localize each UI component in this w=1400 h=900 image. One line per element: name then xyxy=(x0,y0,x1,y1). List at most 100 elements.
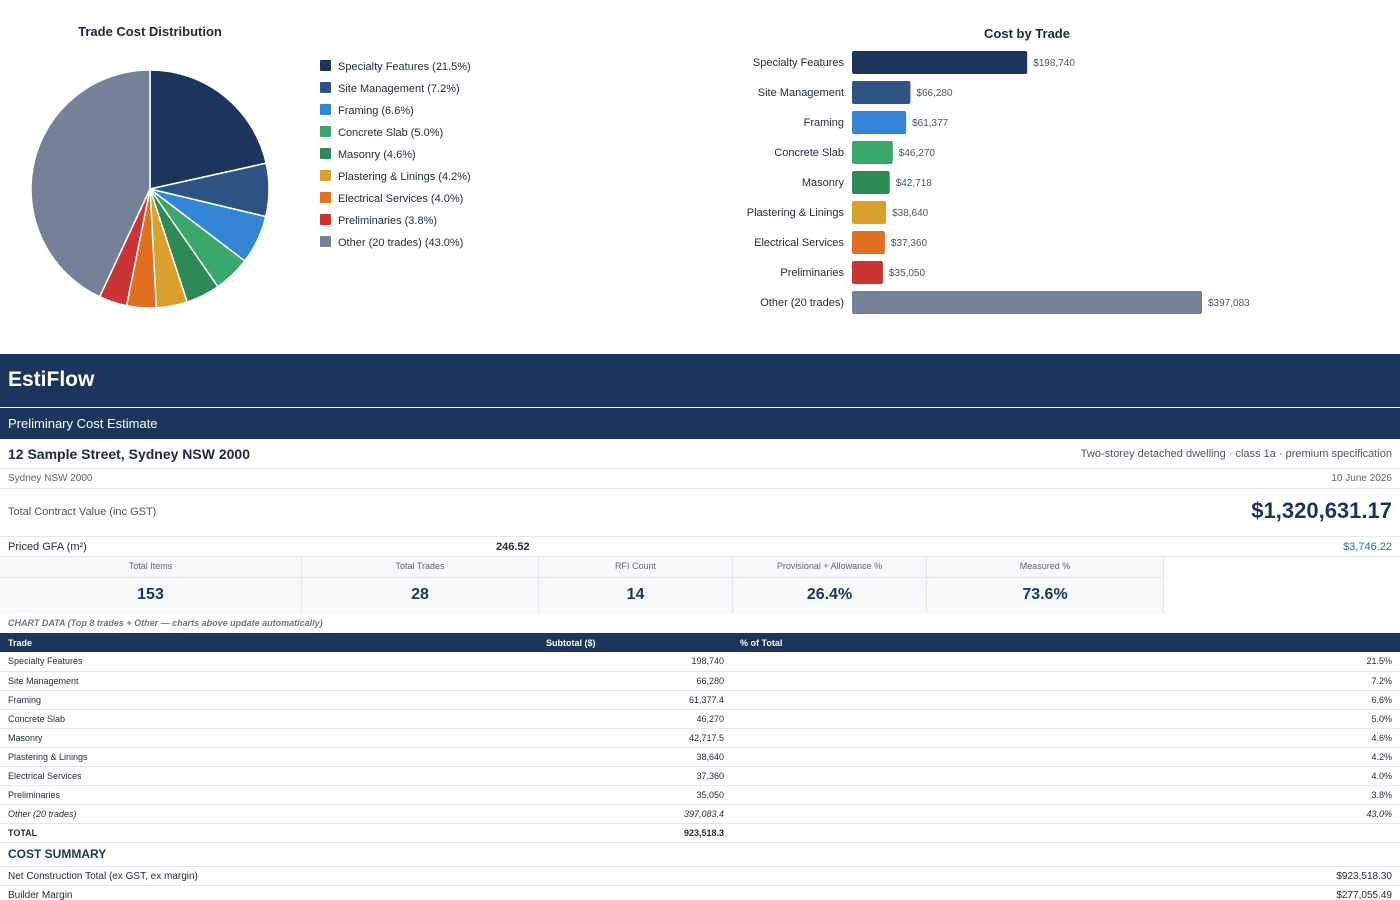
col-pct: % of Total xyxy=(732,633,1400,652)
cell-trade: Masonry xyxy=(0,728,538,748)
rate-per-m2: $3,746.22 xyxy=(1343,541,1392,553)
cell-pct: 43.0% xyxy=(732,804,1400,824)
bar-category-label: Other (20 trades) xyxy=(760,297,844,309)
bar-category-label: Concrete Slab xyxy=(774,147,844,159)
cell-subtotal: 198,740 xyxy=(538,652,732,672)
project-location: Sydney NSW 2000 xyxy=(8,473,93,484)
cell-trade: Other (20 trades) xyxy=(0,804,538,824)
cell-pct: 21.5% xyxy=(732,652,1400,672)
cost-summary-row: Builder Margin $277,055.49 xyxy=(0,886,1400,900)
gfa-value: 246.52 xyxy=(496,541,530,553)
kpi-rfi-count: RFI Count 14 xyxy=(539,557,733,614)
cell-pct: 4.6% xyxy=(732,728,1400,748)
table-row: Masonry 42,717.5 4.6% xyxy=(0,728,1400,748)
bar-preliminaries xyxy=(852,261,883,284)
cell-trade: Preliminaries xyxy=(0,785,538,805)
cost-summary-title: COST SUMMARY xyxy=(8,847,107,861)
cell-subtotal: 38,640 xyxy=(538,747,732,767)
table-row: Preliminaries 35,050 3.8% xyxy=(0,785,1400,805)
bar-other-20-trades xyxy=(852,291,1202,314)
bar-masonry xyxy=(852,171,890,194)
legend-swatch xyxy=(320,126,331,137)
kpi-label: Total Items xyxy=(128,561,173,571)
legend-swatch xyxy=(320,214,331,225)
total-contract-value: $1,320,631.17 xyxy=(1251,498,1392,523)
bar-concrete-slab xyxy=(852,141,893,164)
cell-subtotal: 35,050 xyxy=(538,785,732,805)
bar-category-label: Electrical Services xyxy=(754,237,844,249)
trade-table-header: Trade Subtotal ($) % of Total xyxy=(0,633,1400,652)
cell-subtotal: 66,280 xyxy=(538,671,732,691)
cell-trade: Specialty Features xyxy=(0,652,538,672)
cell-trade: Concrete Slab xyxy=(0,709,538,729)
kpi-label: Provisional + Allowance % xyxy=(776,561,883,571)
page-subtitle: Preliminary Cost Estimate xyxy=(8,416,158,431)
kpi-value: 14 xyxy=(539,577,732,614)
pie-slice-other-20-trades xyxy=(30,69,151,298)
bar-category-label: Specialty Features xyxy=(753,57,845,69)
app-brand: EstiFlow xyxy=(8,368,95,391)
cell-subtotal: 42,717.5 xyxy=(538,728,732,748)
cost-summary-value: $277,055.49 xyxy=(1336,890,1392,900)
kpi-value: 73.6% xyxy=(927,577,1163,614)
table-row-total: TOTAL 923,518.3 xyxy=(0,823,1400,843)
legend-label: Electrical Services (4.0%) xyxy=(338,193,463,205)
table-row: Electrical Services 37,360 4.0% xyxy=(0,766,1400,786)
chart-data-note: CHART DATA (Top 8 trades + Other — chart… xyxy=(8,618,323,628)
legend-swatch xyxy=(320,148,331,159)
cell-pct: 3.8% xyxy=(732,785,1400,805)
legend-label: Preliminaries (3.8%) xyxy=(338,215,437,227)
cell-subtotal: 397,083.4 xyxy=(538,804,732,824)
cell-trade: Site Management xyxy=(0,671,538,691)
cell-total-pct xyxy=(732,823,1400,843)
subtitle-bar: Preliminary Cost Estimate xyxy=(0,408,1400,439)
gfa-label: Priced GFA (m²) xyxy=(8,541,87,553)
table-row: Concrete Slab 46,270 5.0% xyxy=(0,709,1400,729)
legend-label: Concrete Slab (5.0%) xyxy=(338,127,443,139)
bar-category-label: Preliminaries xyxy=(780,267,844,279)
legend-label: Site Management (7.2%) xyxy=(338,83,460,95)
bar-value-label: $35,050 xyxy=(889,268,926,279)
col-subtotal: Subtotal ($) xyxy=(538,633,732,652)
cell-subtotal: 46,270 xyxy=(538,709,732,729)
charts-area: Trade Cost Distribution Specialty Featur… xyxy=(30,24,1250,314)
bar-plastering-linings xyxy=(852,201,887,224)
bar-value-label: $61,377 xyxy=(912,118,949,129)
cell-pct: 4.2% xyxy=(732,747,1400,767)
cell-subtotal: 37,360 xyxy=(538,766,732,786)
pie-chart-title: Trade Cost Distribution xyxy=(78,24,222,39)
estimate-date: 10 June 2026 xyxy=(1331,473,1392,484)
kpi-label: RFI Count xyxy=(614,561,656,571)
legend-swatch xyxy=(320,236,331,247)
cell-trade: Framing xyxy=(0,690,538,710)
bar-category-label: Plastering & Linings xyxy=(747,207,845,219)
table-row: Framing 61,377.4 6.6% xyxy=(0,690,1400,710)
bar-value-label: $37,360 xyxy=(891,238,928,249)
bar-site-management xyxy=(852,81,911,104)
kpi-strip: Total Items 153 Total Trades 28 RFI Coun… xyxy=(0,557,1400,614)
cell-pct: 5.0% xyxy=(732,709,1400,729)
cell-pct: 6.6% xyxy=(732,690,1400,710)
cost-summary-label: Builder Margin xyxy=(8,890,73,900)
legend-swatch xyxy=(320,104,331,115)
cost-summary-value: $923,518.30 xyxy=(1336,871,1392,882)
legend-label: Other (20 trades) (43.0%) xyxy=(338,237,463,249)
bar-framing xyxy=(852,111,907,134)
project-location-row: Sydney NSW 2000 10 June 2026 xyxy=(0,469,1400,489)
bar-chart: Specialty Features $198,740 Site Managemen… xyxy=(747,51,1250,314)
kpi-total-trades: Total Trades 28 xyxy=(302,557,539,614)
project-description: Two-storey detached dwelling · class 1a … xyxy=(1080,448,1392,460)
kpi-value: 28 xyxy=(302,577,538,614)
kpi-label: Total Trades xyxy=(395,561,445,571)
trade-table: Trade Subtotal ($) % of Total Specialty … xyxy=(0,633,1400,843)
legend-swatch xyxy=(320,82,331,93)
project-address-row: 12 Sample Street, Sydney NSW 2000 Two-st… xyxy=(0,440,1400,469)
cell-subtotal: 61,377.4 xyxy=(538,690,732,710)
bar-specialty-features xyxy=(852,51,1028,74)
bar-value-label: $198,740 xyxy=(1033,58,1075,69)
project-address: 12 Sample Street, Sydney NSW 2000 xyxy=(8,446,250,462)
bar-value-label: $38,640 xyxy=(892,208,929,219)
legend-label: Framing (6.6%) xyxy=(338,105,414,117)
kpi-provisional-allowance: Provisional + Allowance % 26.4% xyxy=(733,557,927,614)
kpi-label: Measured % xyxy=(1019,561,1071,571)
